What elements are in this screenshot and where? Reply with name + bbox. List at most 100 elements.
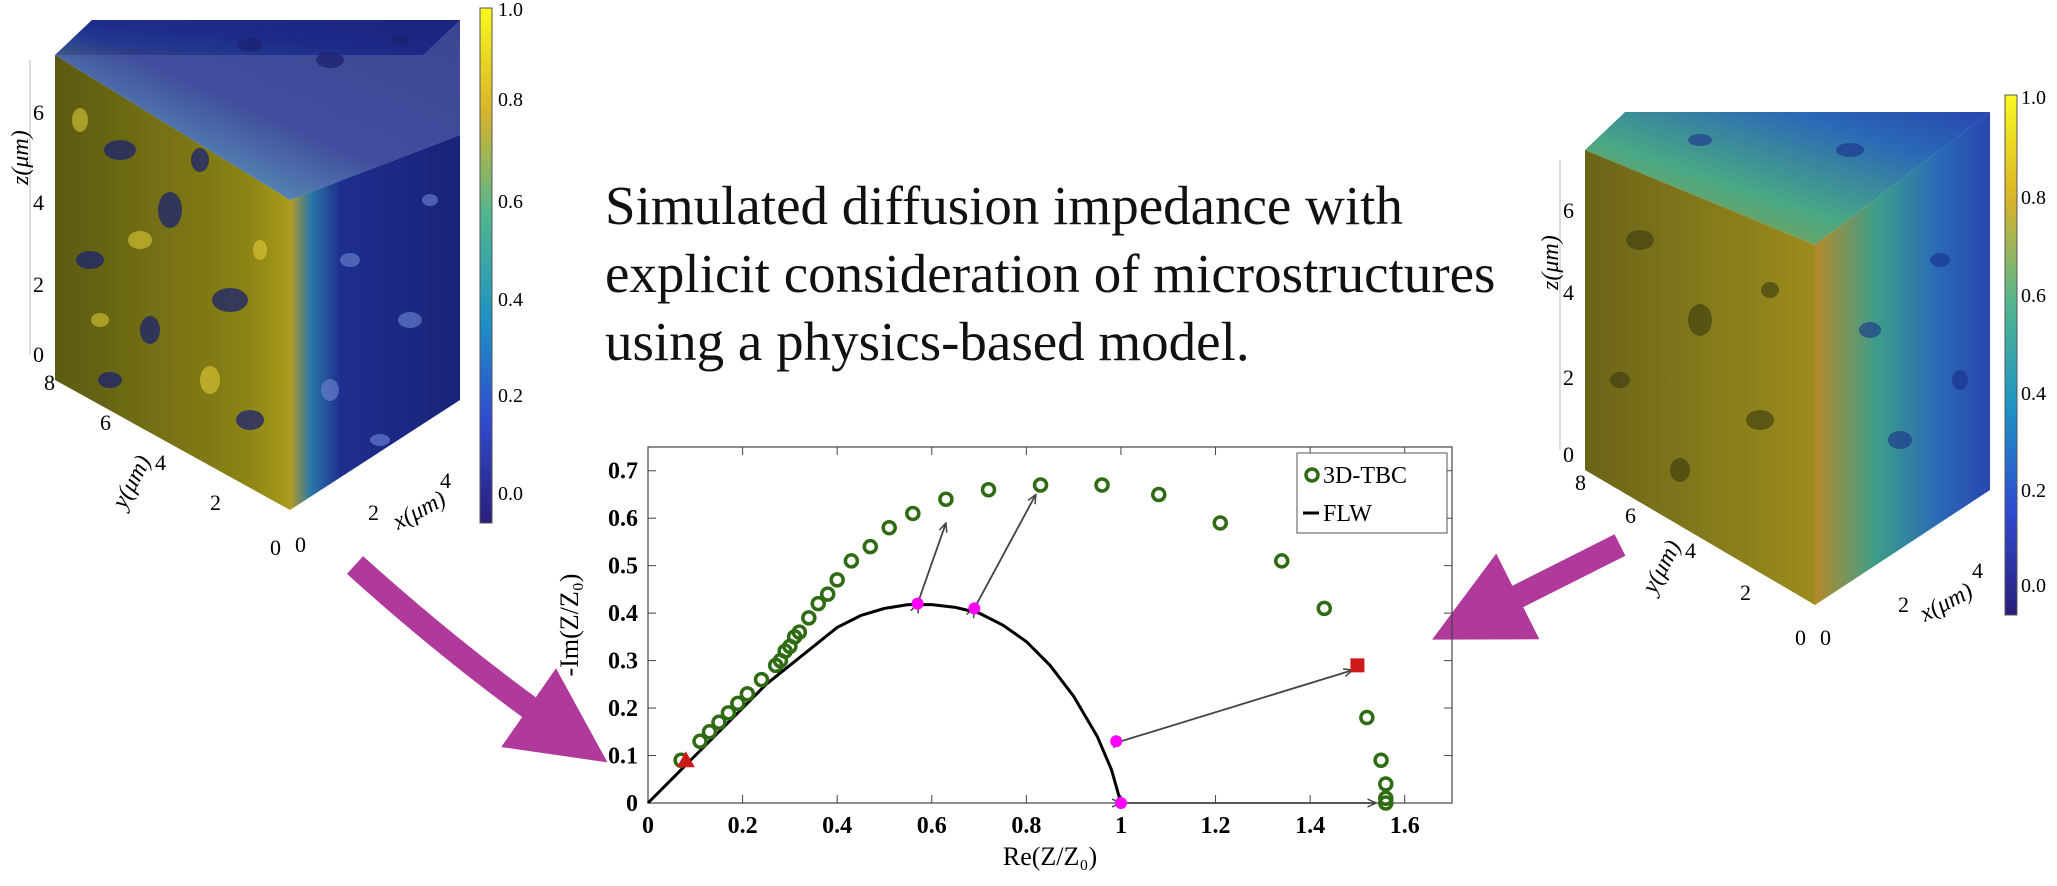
right-z-tick-4: 4 <box>1563 280 1574 305</box>
right-colorbar-tick: 0.0 <box>2021 575 2046 597</box>
x-tick-label: 0 <box>642 813 654 839</box>
left-x-axis-label: x(μm) <box>388 486 451 536</box>
tbc-series <box>673 477 1394 811</box>
y-tick-label: 0 <box>626 791 638 817</box>
right-cube-top-face <box>1585 112 1990 245</box>
tbc-point <box>753 671 770 688</box>
left-colorbar-ticks: 1.0 0.8 0.6 0.4 0.2 0.0 <box>498 0 523 505</box>
y-axis-ticks: 0 0.1 0.2 0.3 0.4 0.5 0.6 0.7 <box>608 459 1452 817</box>
left-y-axis-label: y(μm) <box>106 451 156 514</box>
left-y-tick-0: 0 <box>270 535 281 560</box>
right-z-tick-0: 0 <box>1563 442 1574 467</box>
red-square-marker <box>1350 658 1365 673</box>
tbc-point <box>1316 600 1333 617</box>
tbc-point <box>1094 477 1110 493</box>
tbc-point <box>692 733 708 750</box>
left-cube-top-face-2 <box>55 20 460 200</box>
left-big-arrow <box>346 556 608 763</box>
connector-arrow <box>1121 670 1353 741</box>
tbc-point <box>829 572 845 588</box>
highlight-points <box>911 597 1127 809</box>
right-y-tick-4: 4 <box>1685 538 1696 563</box>
tbc-point <box>720 705 737 721</box>
right-colorbar-tick: 1.0 <box>2021 87 2046 109</box>
left-y-tick-2: 2 <box>210 490 221 515</box>
right-y-tick-0: 0 <box>1795 625 1806 650</box>
right-cube-front-face <box>1585 150 1815 605</box>
tbc-point <box>1273 553 1290 569</box>
left-colorbar-tick: 1.0 <box>498 0 523 21</box>
right-big-arrow <box>1432 534 1626 640</box>
left-colorbar-tick: 0.6 <box>498 191 523 213</box>
left-colorbar-tick: 0.2 <box>498 385 523 407</box>
left-colorbar-tick: 0.8 <box>498 89 523 111</box>
left-y-tick-6: 6 <box>100 410 111 435</box>
tbc-point <box>881 519 897 536</box>
legend-tbc-label: 3D-TBC <box>1323 463 1407 489</box>
y-tick-label: 0.1 <box>608 744 638 770</box>
connector-arrows <box>918 494 1377 803</box>
connector-arrow <box>974 494 1035 608</box>
right-x-tick-0: 0 <box>1820 625 1831 650</box>
right-x-tick-2: 2 <box>1898 592 1909 617</box>
left-cube-front-bubbles <box>72 108 267 394</box>
x-tick-label: 0.4 <box>822 813 852 839</box>
connector-arrow <box>918 523 946 604</box>
highlight-point <box>911 597 924 610</box>
legend-box <box>1296 452 1448 534</box>
right-x-axis-label: x(μm) <box>1915 578 1978 628</box>
headline-line-1: Simulated diffusion impedance with <box>605 175 1403 236</box>
right-y-tick-2: 2 <box>1740 580 1751 605</box>
red-triangle-marker <box>676 751 695 768</box>
right-cube-side-face <box>1815 112 1990 605</box>
right-colorbar-tick: 0.2 <box>2021 480 2046 502</box>
x-tick-label: 1 <box>1115 813 1127 839</box>
tbc-point <box>980 481 997 498</box>
left-x-tick-2: 2 <box>368 500 379 525</box>
tbc-point <box>905 505 921 522</box>
left-x-tick-4: 4 <box>440 468 451 493</box>
y-tick-label: 0.2 <box>608 696 638 722</box>
headline-line-2: explicit consideration of microstructure… <box>605 243 1496 304</box>
left-cube-visualization: 6 4 2 0 z(μm) 8 6 4 2 0 y(μm) 0 2 4 x(μm… <box>8 0 523 560</box>
tbc-point <box>791 624 808 640</box>
left-colorbar <box>479 7 493 524</box>
x-tick-label: 0.8 <box>1011 813 1041 839</box>
right-colorbar-ticks: 1.0 0.8 0.6 0.4 0.2 0.0 <box>2021 87 2046 597</box>
left-cube-pores <box>76 34 410 430</box>
right-colorbar-tick: 0.8 <box>2021 187 2046 209</box>
right-y-tick-6: 6 <box>1625 503 1636 528</box>
left-cube-front-face <box>55 55 290 510</box>
tbc-point <box>739 686 756 702</box>
y-tick-label: 0.7 <box>608 459 638 485</box>
left-colorbar-tick: 0.0 <box>498 483 523 505</box>
tbc-point <box>711 714 727 731</box>
left-z-tick-6: 6 <box>33 100 44 125</box>
right-colorbar <box>2004 94 2018 616</box>
tbc-point <box>730 695 746 712</box>
left-cube-side-face <box>290 135 460 510</box>
tbc-point <box>1378 795 1394 811</box>
highlight-point <box>1110 735 1123 748</box>
x-tick-label: 0.2 <box>728 813 758 839</box>
tbc-point <box>1359 709 1375 726</box>
left-z-tick-2: 2 <box>33 272 44 297</box>
left-z-tick-4: 4 <box>33 190 44 215</box>
right-cube-pores <box>1610 230 1779 482</box>
right-z-tick-2: 2 <box>1563 365 1574 390</box>
left-cube-side-pores <box>321 194 438 446</box>
right-colorbar-tick: 0.4 <box>2021 383 2046 405</box>
tbc-point <box>810 595 827 612</box>
x-tick-label: 1.6 <box>1390 813 1420 839</box>
highlight-point <box>1114 797 1127 809</box>
headline-line-3: using a physics-based model. <box>605 311 1250 372</box>
right-colorbar-tick: 0.6 <box>2021 285 2046 307</box>
y-axis-label: -Im(Z/Z₀) <box>555 574 584 677</box>
x-axis-ticks: 0 0.2 0.4 0.6 0.8 1 1.2 1.4 1.6 <box>642 447 1420 839</box>
red-markers <box>676 658 1365 768</box>
tbc-point <box>801 610 817 626</box>
legend-tbc-marker <box>1304 467 1320 483</box>
legend-flw-label: FLW <box>1323 501 1372 527</box>
y-tick-label: 0.4 <box>608 601 638 627</box>
